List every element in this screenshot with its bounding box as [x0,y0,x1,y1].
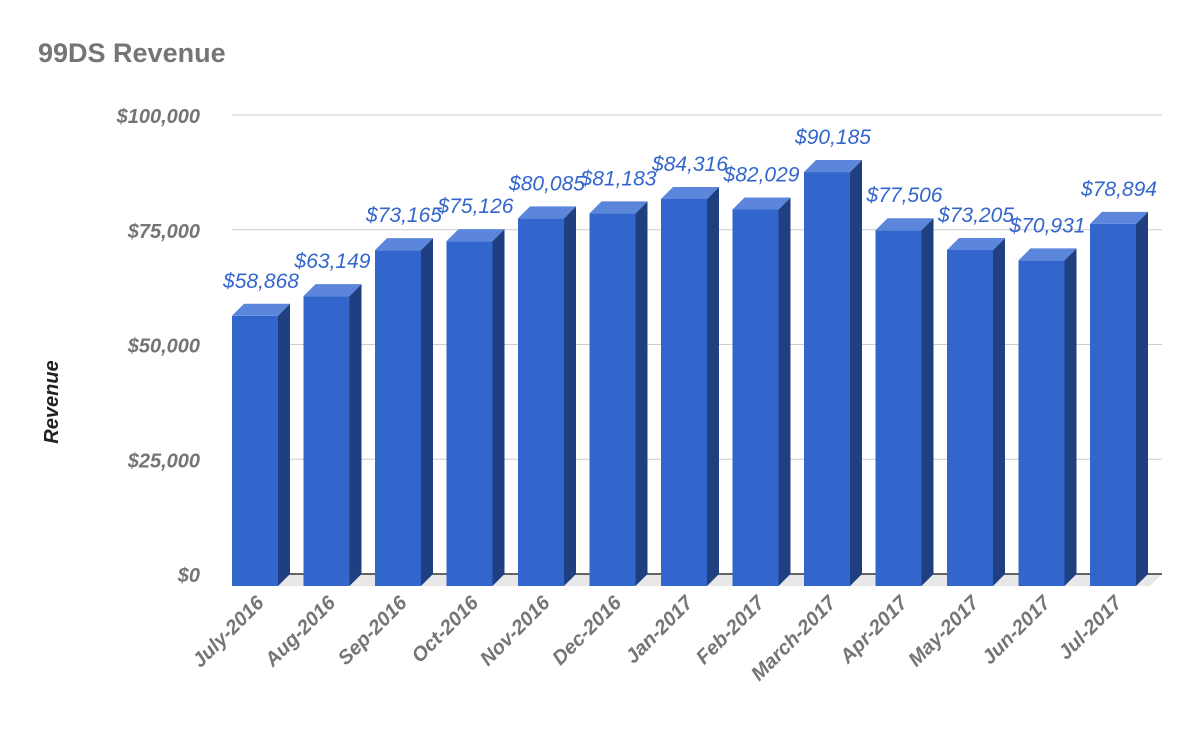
bar-side [492,229,505,586]
bar-top [589,201,648,214]
x-tick-label: May-2017 [904,591,984,671]
bar [1018,248,1077,587]
bar [732,197,791,587]
x-tick-label: Aug-2016 [260,591,341,672]
data-label: $58,868 [222,270,299,293]
bar-front [732,209,779,587]
data-label: $84,316 [651,153,728,176]
bar-side [993,237,1005,586]
bar-top [375,238,433,251]
bar [947,237,1005,586]
bar-side [278,303,290,586]
bar [446,229,505,586]
bar-side [1136,211,1148,587]
bar-front [375,250,421,586]
bar-front [804,172,850,586]
data-label: $80,085 [508,172,585,195]
bar [303,284,362,586]
y-tick-label: $100,000 [116,106,200,128]
bar [804,160,862,587]
bar-front [661,198,707,586]
bar-side [921,218,934,586]
y-tick-label: $25,000 [127,450,200,472]
data-label: $63,149 [294,250,371,273]
bar-front [875,230,922,586]
bar [232,303,290,586]
bar-front [518,218,564,586]
y-axis-ticks: $0 $25,000 $50,000 $75,000 $100,000 [116,106,200,587]
bar-side [349,284,362,586]
bar-side [707,186,719,586]
data-label: $73,205 [937,204,1014,227]
bar-top [232,303,290,316]
bar-front [303,296,350,586]
bar-top [804,160,862,173]
data-label: $73,165 [365,204,442,227]
bar-top [947,237,1005,250]
x-tick-label: Oct-2016 [408,591,484,667]
bar-top [661,186,719,199]
bar-top [732,197,791,210]
bar [1090,211,1148,587]
data-label: $78,894 [1080,178,1157,201]
bar [661,186,719,586]
bars [232,160,1148,587]
bar-top [1018,248,1077,261]
bar-side [778,197,791,587]
x-tick-label: Jan-2017 [621,591,698,668]
x-tick-label: Jun-2017 [978,591,1055,668]
y-tick-label: $75,000 [127,221,200,243]
x-tick-label: July-2016 [189,591,270,672]
data-label: $82,029 [723,163,800,186]
data-labels: $58,868$63,149 $73,165$75,126$80,085$81,1… [222,126,1157,293]
bar-top [518,206,576,219]
bar-front [446,241,493,586]
bar-top [446,229,505,242]
bar-front [589,213,636,586]
x-tick-label: Apr-2017 [835,591,912,668]
x-tick-label: Dec-2016 [548,591,626,669]
bar-front [947,249,993,586]
x-tick-label: Jul-2017 [1054,591,1127,664]
x-tick-label: Feb-2017 [692,591,769,668]
bar-side [635,201,648,586]
y-axis-label: Revenue [41,360,63,443]
bar-side [1064,248,1077,587]
data-label: $77,506 [866,184,943,207]
data-label: $90,185 [794,126,871,149]
bar [518,206,576,586]
x-axis-ticks: July-2016Aug-2016Sep-2016Oct-2016Nov-201… [189,591,1128,685]
data-label: $70,931 [1009,214,1086,237]
bar-side [850,160,862,587]
bar-front [1018,260,1065,586]
bar-top [1090,211,1148,224]
bar [375,238,433,586]
x-tick-label: Nov-2016 [476,591,555,670]
bar-front [232,315,278,586]
bar-top [303,284,362,297]
data-label: $81,183 [580,167,657,190]
y-tick-label: $0 [177,565,200,587]
bar-top [875,218,934,231]
x-tick-label: Sep-2016 [334,591,412,669]
bar-side [421,238,433,586]
bar-side [564,206,576,586]
bar [589,201,648,586]
bar [875,218,934,586]
data-label: $75,126 [437,195,514,218]
bar-front [1090,223,1136,587]
y-tick-label: $50,000 [127,336,200,358]
chart-title: 99DS Revenue [38,38,226,68]
